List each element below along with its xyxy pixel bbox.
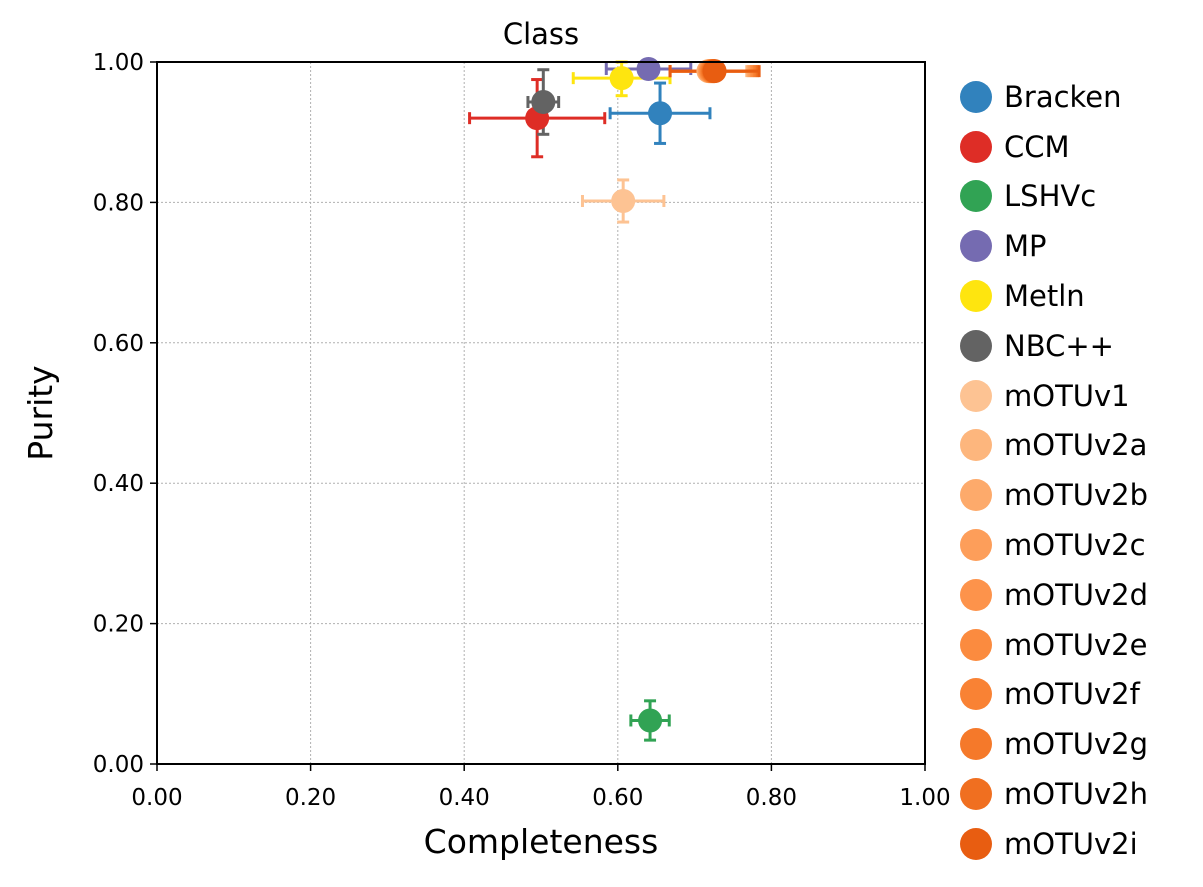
legend-item-motuv2b: mOTUv2b — [960, 470, 1148, 520]
y-axis-ticks: 0.00 0.20 0.40 0.60 0.80 1.00 — [93, 50, 157, 778]
x-tick-label: 0.40 — [439, 785, 490, 811]
legend-marker — [960, 80, 992, 113]
legend-marker — [960, 379, 992, 412]
legend-item-motuv1: mOTUv1 — [960, 371, 1148, 421]
x-axis-ticks: 0.00 0.20 0.40 0.60 0.80 1.00 — [131, 764, 951, 811]
legend-marker — [960, 628, 992, 661]
legend-item-motuv2g: mOTUv2g — [960, 719, 1148, 769]
legend-marker — [960, 429, 992, 462]
y-tick-label: 0.20 — [93, 612, 144, 638]
legend-marker — [960, 678, 992, 711]
legend-label: mOTUv2b — [1004, 478, 1149, 513]
data-point-mp — [636, 57, 661, 82]
x-tick-label: 1.00 — [899, 785, 950, 811]
legend-item-mp: MP — [960, 221, 1148, 271]
y-tick-label: 0.60 — [93, 331, 144, 357]
x-tick-label: 0.60 — [592, 785, 643, 811]
y-tick-label: 0.80 — [93, 190, 144, 216]
legend-marker — [960, 479, 992, 512]
legend-marker — [960, 130, 992, 163]
legend-label: NBC++ — [1004, 328, 1114, 363]
x-tick-label: 0.00 — [131, 785, 182, 811]
legend-marker — [960, 180, 992, 213]
legend-label: mOTUv2h — [1004, 777, 1149, 812]
legend-item-motuv2i: mOTUv2i — [960, 819, 1148, 869]
data-point-bracken — [648, 101, 673, 126]
legend-item-ccm: CCM — [960, 122, 1148, 172]
legend-item-motuv2a: mOTUv2a — [960, 421, 1148, 471]
legend-label: mOTUv2a — [1004, 428, 1148, 463]
x-axis-label: Completeness — [424, 822, 659, 861]
legend-item-lshvc: LSHVc — [960, 172, 1148, 222]
legend-label: LSHVc — [1004, 179, 1097, 214]
legend-label: CCM — [1004, 129, 1070, 164]
y-tick-label: 0.00 — [93, 752, 144, 778]
legend-marker — [960, 578, 992, 611]
chart-title: Class — [503, 17, 579, 51]
data-point-nbc — [531, 90, 556, 115]
y-tick-label: 1.00 — [93, 50, 144, 76]
data-point-motuv2i — [702, 59, 727, 84]
legend-label: mOTUv2f — [1004, 677, 1140, 712]
legend-item-bracken: Bracken — [960, 72, 1148, 122]
legend-item-motuv2c: mOTUv2c — [960, 520, 1148, 570]
legend-marker — [960, 230, 992, 263]
data-points — [525, 57, 727, 733]
y-axis-label: Purity — [21, 365, 60, 460]
legend-marker — [960, 280, 992, 313]
legend-label: MP — [1004, 229, 1047, 264]
legend-marker — [960, 728, 992, 761]
legend-marker — [960, 778, 992, 811]
grid — [156, 61, 926, 765]
data-point-lshvc — [638, 708, 663, 733]
legend-item-metln: Metln — [960, 271, 1148, 321]
legend-item-nbc: NBC++ — [960, 321, 1148, 371]
legend-marker — [960, 827, 992, 860]
legend-label: mOTUv2e — [1004, 627, 1148, 662]
legend-marker — [960, 329, 992, 362]
legend-marker — [960, 529, 992, 562]
legend-label: Metln — [1004, 279, 1085, 314]
plot-frame — [156, 61, 926, 765]
legend-label: mOTUv2i — [1004, 826, 1138, 861]
legend-label: mOTUv2d — [1004, 577, 1149, 612]
x-tick-label: 0.20 — [285, 785, 336, 811]
legend-label: Bracken — [1004, 79, 1122, 114]
legend-item-motuv2e: mOTUv2e — [960, 620, 1148, 670]
data-point-motuv1 — [611, 188, 636, 213]
legend-label: mOTUv2c — [1004, 528, 1146, 563]
legend-label: mOTUv1 — [1004, 378, 1130, 413]
legend: Bracken CCM LSHVc MP Metln NBC++ mOTUv1 mOTUv2a… — [960, 72, 1148, 869]
legend-label: mOTUv2g — [1004, 727, 1149, 762]
error-bars — [468, 60, 761, 742]
x-tick-label: 0.80 — [746, 785, 797, 811]
y-tick-label: 0.40 — [93, 471, 144, 497]
legend-item-motuv2d: mOTUv2d — [960, 570, 1148, 620]
data-point-metln — [609, 66, 634, 91]
legend-item-motuv2h: mOTUv2h — [960, 769, 1148, 819]
legend-item-motuv2f: mOTUv2f — [960, 670, 1148, 720]
